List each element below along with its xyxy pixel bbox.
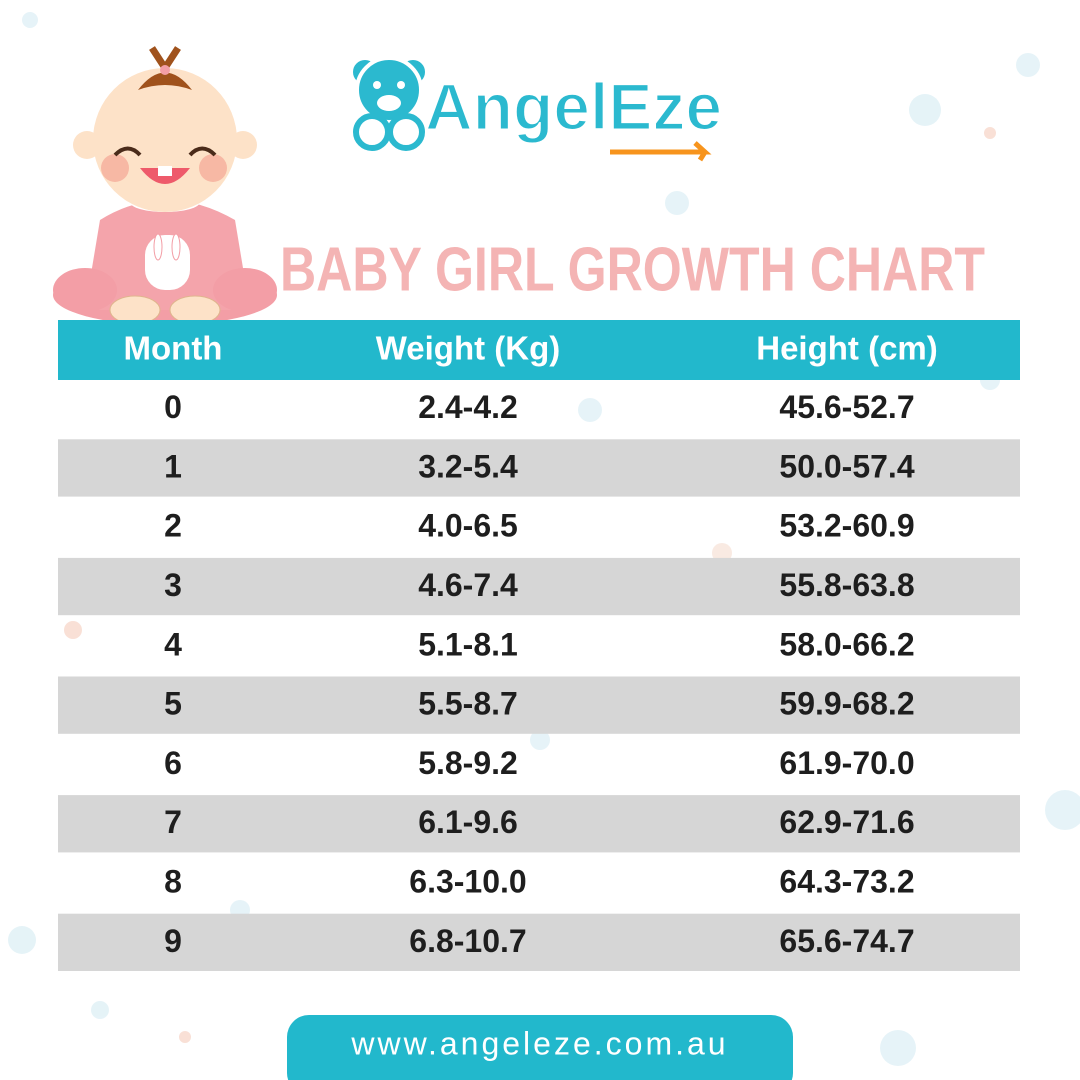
footer-url: www.angeleze.com.au: [350, 1025, 728, 1061]
row-stripe: [58, 795, 1020, 853]
row-stripe: [58, 676, 1020, 734]
footer-bar: [287, 1015, 793, 1080]
table-cell: 55.8-63.8: [779, 567, 914, 603]
table-cell: 1: [164, 448, 182, 484]
table-cell: 5: [164, 686, 182, 722]
baby-illustration: [53, 46, 277, 325]
table-cell: 3.2-5.4: [418, 448, 518, 484]
table-cell: 65.6-74.7: [779, 923, 914, 959]
table-cell: 62.9-71.6: [779, 804, 914, 840]
table: Month Weight (Kg) Height (cm) 0 2.4-4.2 45.6-…: [58, 320, 1020, 971]
table-header: [58, 320, 1020, 380]
table-cell: 6: [164, 745, 182, 781]
title: BABY GIRL GROWTH CHART: [280, 235, 985, 304]
table-cell: 53.2-60.9: [779, 508, 914, 544]
table-cell: 6.8-10.7: [409, 923, 526, 959]
row-stripe: [58, 439, 1020, 497]
table-cell: 64.3-73.2: [779, 864, 914, 900]
table-cell: 61.9-70.0: [779, 745, 914, 781]
table-cell: 4.0-6.5: [418, 508, 518, 544]
table-cell: 3: [164, 567, 182, 603]
table-cell: 4: [164, 626, 182, 662]
table-cell: 9: [164, 923, 182, 959]
table-cell: 6.1-9.6: [418, 804, 518, 840]
table-cell: 4.6-7.4: [418, 567, 518, 603]
brand-name: AngelEze: [425, 69, 722, 143]
row-stripe: [58, 913, 1020, 971]
table-cell: 50.0-57.4: [779, 448, 914, 484]
table-cell: 6.3-10.0: [409, 864, 526, 900]
column-header: Month: [124, 330, 223, 367]
table-cell: 5.1-8.1: [418, 626, 518, 662]
table-cell: 2: [164, 508, 182, 544]
logo: AngelEze: [349, 56, 723, 162]
table-cell: 45.6-52.7: [779, 389, 914, 425]
table-cell: 7: [164, 804, 182, 840]
table-cell: 5.8-9.2: [418, 745, 518, 781]
table-cell: 58.0-66.2: [779, 626, 914, 662]
column-header: Height (cm): [756, 330, 938, 367]
table-cell: 59.9-68.2: [779, 686, 914, 722]
table-cell: 0: [164, 389, 182, 425]
table-cell: 8: [164, 864, 182, 900]
table-cell: 5.5-8.7: [418, 686, 518, 722]
row-stripe: [58, 557, 1020, 616]
column-header: Weight (Kg): [376, 330, 561, 367]
table-cell: 2.4-4.2: [418, 389, 518, 425]
